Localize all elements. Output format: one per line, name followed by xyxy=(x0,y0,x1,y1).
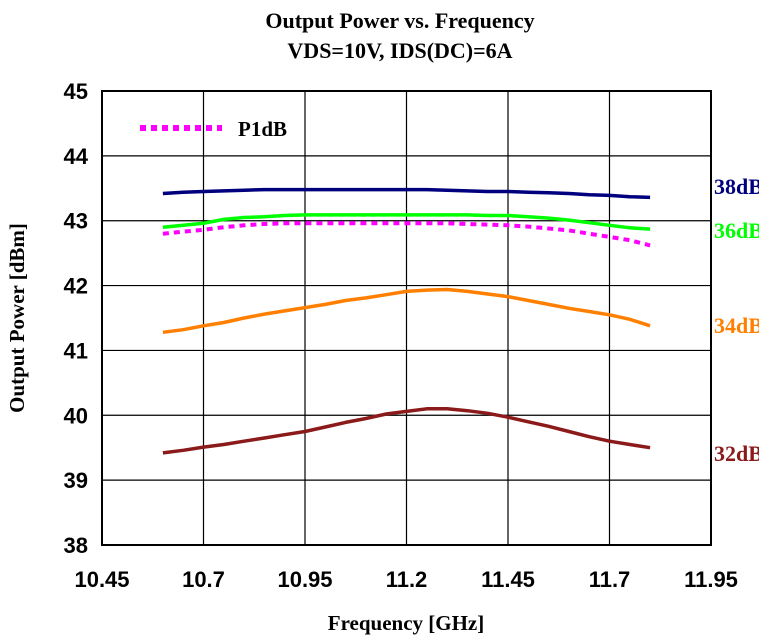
x-tick-label: 10.7 xyxy=(182,567,225,592)
x-tick-label: 10.45 xyxy=(74,567,129,592)
x-tick-label: 11.7 xyxy=(589,567,631,592)
series-line-36dbm xyxy=(162,213,651,231)
x-tick-label: 11.95 xyxy=(684,567,738,592)
x-tick-label: 10.95 xyxy=(277,567,332,592)
series-line-32dbm xyxy=(162,407,651,455)
x-tick-labels: 10.45 10.7 10.95 11.2 11.45 11.7 11.95 xyxy=(74,567,737,592)
series-labels: 38dBm 36dBm 34dBm 32dBm xyxy=(714,174,759,466)
chart-subtitle: VDS=10V, IDS(DC)=6A xyxy=(287,38,512,63)
series-line-p1db xyxy=(162,221,651,248)
x-tick-label: 11.2 xyxy=(386,567,428,592)
y-axis-label: Output Power [dBm] xyxy=(5,223,29,413)
series-line-38dbm xyxy=(162,187,651,200)
y-tick-label: 41 xyxy=(64,338,88,363)
y-tick-label: 45 xyxy=(64,79,88,104)
y-tick-label: 40 xyxy=(64,403,88,428)
y-tick-labels: 38 39 40 41 42 43 44 45 xyxy=(64,79,89,558)
series-label-34dbm: 34dBm xyxy=(714,313,759,338)
y-tick-label: 42 xyxy=(64,274,88,299)
legend: P1dB xyxy=(140,117,287,141)
x-axis-label: Frequency [GHz] xyxy=(328,611,485,635)
y-tick-label: 43 xyxy=(64,209,88,234)
grid-lines xyxy=(102,91,711,545)
y-tick-label: 38 xyxy=(64,533,88,558)
series-label-32dbm: 32dBm xyxy=(714,441,759,466)
chart-title: Output Power vs. Frequency xyxy=(265,8,534,33)
series-layer xyxy=(162,187,651,455)
series-label-38dbm: 38dBm xyxy=(714,174,759,199)
series-line-34dbm xyxy=(162,287,651,335)
y-tick-label: 39 xyxy=(64,468,88,493)
x-tick-label: 11.45 xyxy=(481,567,535,592)
y-tick-label: 44 xyxy=(64,144,89,169)
legend-label-p1db: P1dB xyxy=(238,117,287,141)
plot-frame xyxy=(101,90,712,546)
series-label-36dbm: 36dBm xyxy=(714,218,759,243)
